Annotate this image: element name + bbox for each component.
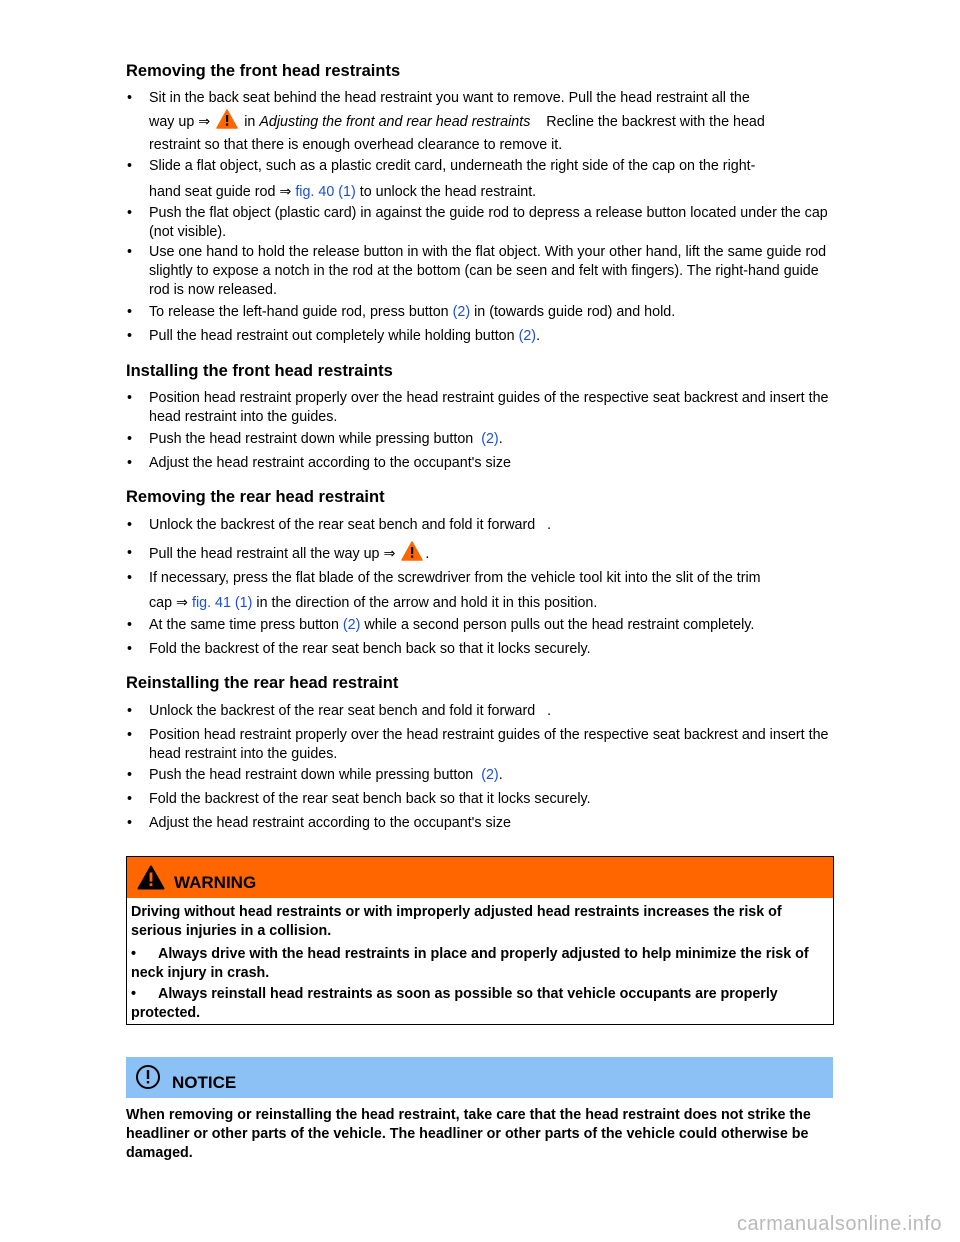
list-item: • Sit in the back seat behind the head r… [126, 89, 831, 155]
list-item: • Push the flat object (plastic card) in… [126, 204, 831, 242]
bullet-icon: • [127, 570, 133, 586]
bullet-icon: • [127, 244, 133, 260]
notice-text: When removing or reinstalling the head r… [126, 1107, 811, 1161]
warning-triangle-icon[interactable] [401, 541, 424, 561]
warning-bullet: • Always reinstall head restraints as so… [131, 986, 778, 1021]
list-item: • Push the head restraint down while pre… [126, 766, 831, 785]
list-item: • If necessary, press the flat blade of … [126, 569, 831, 618]
list-item-text: Position head restraint properly over th… [149, 727, 829, 762]
bullet-icon: • [127, 390, 133, 406]
warning-title: WARNING [174, 873, 257, 892]
list-item: • At the same time press button (2) whil… [126, 616, 831, 635]
section-heading-remove-front: Removing the front head restraints [126, 62, 401, 80]
bullet-icon: • [127, 328, 133, 344]
warning-box: WARNING Driving without head restraints … [126, 856, 834, 1025]
watermark: carmanualsonline.info [736, 1213, 942, 1235]
list-item-text: Fold the backrest of the rear seat bench… [149, 791, 591, 807]
button-reference-link[interactable]: (2) [481, 767, 499, 783]
list-item: • Use one hand to hold the release butto… [126, 243, 831, 300]
list-item-text: Use one hand to hold the release button … [149, 244, 827, 298]
list-item: • To release the left-hand guide rod, pr… [126, 303, 831, 322]
warning-triangle-icon[interactable] [216, 109, 238, 129]
button-reference-link[interactable]: (2) [481, 431, 499, 447]
bullet-icon: • [127, 815, 133, 831]
bullet-icon: • [127, 617, 133, 633]
bullet-icon: • [127, 304, 133, 320]
list-item: • Position head restraint properly over … [126, 726, 831, 764]
bullet-icon: • [127, 158, 133, 174]
section-heading-install-front: Installing the front head restraints [126, 362, 393, 380]
list-item: • Unlock the backrest of the rear seat b… [126, 702, 831, 721]
exclamation-circle-icon [136, 1065, 160, 1089]
warning-header: WARNING [127, 857, 833, 898]
figure-link[interactable]: fig. 40 (1) [295, 184, 356, 200]
list-item: • Adjust the head restraint according to… [126, 814, 831, 833]
warning-bullet: • Always drive with the head restraints … [131, 946, 809, 981]
button-reference-link[interactable]: (2) [518, 328, 537, 344]
list-item-text: Adjust the head restraint according to t… [149, 455, 511, 471]
list-item-text: Push the head restraint down while press… [149, 767, 503, 783]
warning-triangle-icon [137, 865, 165, 890]
list-item-text: If necessary, press the flat blade of th… [149, 570, 761, 611]
list-item-text: Unlock the backrest of the rear seat ben… [149, 703, 552, 719]
button-reference-link[interactable]: (2) [452, 304, 471, 320]
warning-text: Driving without head restraints or with … [131, 904, 782, 939]
bullet-icon: • [127, 791, 133, 807]
button-reference-link[interactable]: (2) [342, 617, 361, 633]
bullet-icon: • [127, 517, 133, 533]
list-item-text: Unlock the backrest of the rear seat ben… [149, 517, 552, 533]
list-item-text: To release the left-hand guide rod, pres… [149, 304, 676, 320]
list-item-text: Fold the backrest of the rear seat bench… [149, 641, 591, 657]
bullet-icon: • [127, 90, 133, 106]
bullet-icon: • [127, 431, 133, 447]
bullet-icon: • [127, 641, 133, 657]
section-heading-reinstall-rear: Reinstalling the rear head restraint [126, 674, 399, 692]
list-item: • Adjust the head restraint according to… [126, 454, 831, 473]
bullet-icon: • [131, 946, 137, 962]
list-item-text: Position head restraint properly over th… [149, 390, 829, 425]
list-item: • Pull the head restraint all the way up… [126, 540, 831, 568]
bullet-icon: • [127, 455, 133, 471]
list-item: • Position head restraint properly over … [126, 389, 831, 427]
bullet-icon: • [127, 727, 133, 743]
list-item: • Fold the backrest of the rear seat ben… [126, 640, 831, 659]
section-heading-remove-rear: Removing the rear head restraint [126, 488, 385, 506]
list-item-text: Pull the head restraint all the way up ⇒… [149, 540, 831, 568]
list-item-text: Sit in the back seat behind the head res… [149, 90, 765, 153]
bullet-icon: • [127, 205, 133, 221]
list-item-text: Push the head restraint down while press… [149, 431, 503, 447]
notice-title: NOTICE [172, 1073, 237, 1092]
bullet-icon: • [127, 703, 133, 719]
list-item: • Fold the backrest of the rear seat ben… [126, 790, 831, 809]
list-item-text: Slide a flat object, such as a plastic c… [149, 158, 756, 200]
list-item: • Slide a flat object, such as a plastic… [126, 157, 831, 208]
bullet-icon: • [131, 986, 137, 1002]
list-item: • Push the head restraint down while pre… [126, 430, 831, 449]
notice-header: NOTICE [126, 1057, 833, 1098]
list-item: • Pull the head restraint out completely… [126, 327, 831, 346]
list-item-text: Pull the head restraint out completely w… [149, 328, 541, 344]
list-item-text: Push the flat object (plastic card) in a… [149, 205, 828, 240]
bullet-icon: • [127, 767, 133, 783]
figure-link[interactable]: fig. 41 (1) [192, 595, 253, 611]
list-item-text: At the same time press button (2) while … [149, 617, 755, 633]
list-item: • Unlock the backrest of the rear seat b… [126, 516, 831, 535]
bullet-icon: • [127, 545, 133, 561]
list-item-text: Adjust the head restraint according to t… [149, 815, 511, 831]
